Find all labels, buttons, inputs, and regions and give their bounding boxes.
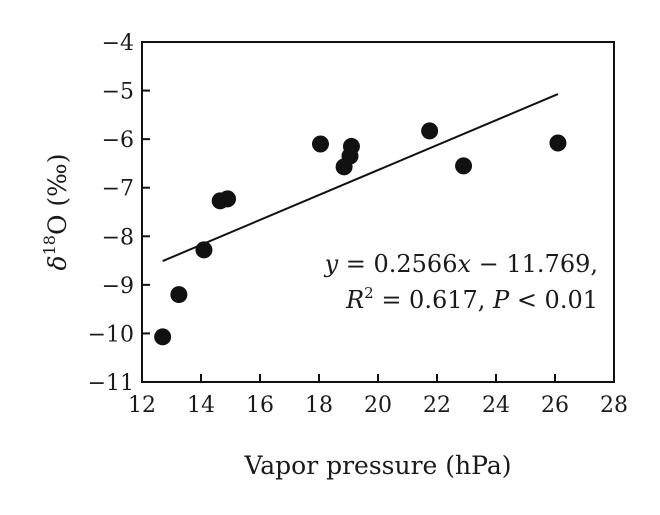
y-tick-label: −5 xyxy=(102,80,134,105)
regression-equation: y = 0.2566x − 11.769, xyxy=(324,250,598,278)
y-axis-title-suffix: O (‰) xyxy=(43,154,72,236)
stat-r-value: = 0.617, xyxy=(374,286,493,314)
regression-stats: R2 = 0.617, P < 0.01 xyxy=(345,284,598,314)
data-point xyxy=(549,134,567,152)
y-tick-label: −9 xyxy=(102,274,134,299)
y-tick-label: −11 xyxy=(88,371,134,396)
trend-line xyxy=(162,93,559,262)
x-tick-label: 26 xyxy=(541,393,569,418)
y-axis-title-superscript: 18 xyxy=(40,235,59,255)
x-tick-label: 28 xyxy=(600,393,628,418)
stat-r-superscript: 2 xyxy=(364,284,374,302)
eq-x-symbol: x xyxy=(457,250,471,278)
eq-y-symbol: y xyxy=(324,250,339,278)
x-tick-label: 16 xyxy=(246,393,274,418)
x-axis-ticks: 12 14 16 18 20 22 24 26 28 xyxy=(128,374,628,418)
x-tick-label: 14 xyxy=(187,393,215,418)
x-axis-title: Vapor pressure (hPa) xyxy=(243,451,511,480)
data-points xyxy=(154,122,567,346)
x-tick-label: 12 xyxy=(128,393,156,418)
stat-p-symbol: P xyxy=(492,286,510,314)
x-tick-label: 20 xyxy=(364,393,392,418)
stat-p-value: < 0.01 xyxy=(509,286,598,314)
x-tick-label: 24 xyxy=(482,393,510,418)
y-tick-label: −7 xyxy=(102,177,134,202)
x-tick-label: 18 xyxy=(305,393,333,418)
data-point xyxy=(195,241,213,259)
y-tick-label: −6 xyxy=(102,128,134,153)
y-axis-title: δ18O (‰) xyxy=(40,154,72,271)
data-point xyxy=(311,135,329,153)
y-tick-label: −10 xyxy=(88,322,134,347)
data-point xyxy=(421,122,439,140)
data-point xyxy=(170,286,188,304)
eq-slope: = 0.2566 xyxy=(338,250,457,278)
data-point xyxy=(342,137,360,155)
data-point xyxy=(219,190,237,208)
data-point xyxy=(154,328,172,346)
plot-frame xyxy=(141,41,615,383)
data-point xyxy=(455,157,473,175)
y-tick-label: −4 xyxy=(102,31,134,56)
x-tick-label: 22 xyxy=(423,393,451,418)
y-axis-title-prefix: δ xyxy=(43,255,72,270)
y-tick-label: −8 xyxy=(102,225,134,250)
stat-r-symbol: R xyxy=(345,286,364,314)
y-axis-ticks: −11 −10 −9 −8 −7 −6 −5 −4 xyxy=(88,31,150,396)
eq-intercept: − 11.769, xyxy=(471,250,598,278)
